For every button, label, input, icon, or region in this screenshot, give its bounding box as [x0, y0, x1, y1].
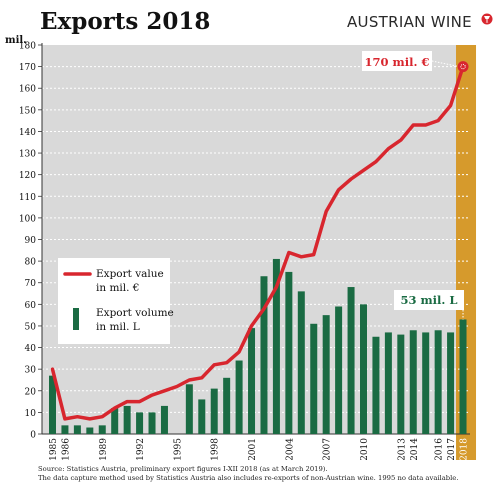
x-tick-label: 1985 — [49, 438, 59, 460]
exports-chart: mil. 0 10 20 30 40 50 60 70 80 90 100 110 120 130 140 15… — [5, 35, 477, 460]
volume-bar — [49, 375, 56, 434]
x-tick-label: 2014 — [410, 438, 420, 460]
x-tick-label: 2001 — [248, 438, 258, 460]
y-tick-label: 50 — [25, 322, 37, 332]
export-value-line — [50, 64, 465, 421]
value-endpoint-marker — [457, 61, 469, 73]
y-tick-label: 150 — [19, 106, 36, 116]
volume-bar — [123, 405, 131, 434]
y-tick-label: 170 — [19, 63, 36, 73]
volume-bar — [111, 408, 119, 434]
volume-bar — [397, 334, 405, 434]
y-tick-label: 140 — [19, 128, 36, 138]
x-tick-label: 1986 — [61, 438, 71, 460]
y-tick-label: 110 — [19, 193, 36, 203]
legend-volume-label: in mil. L — [96, 321, 140, 333]
volume-bar — [372, 336, 380, 434]
x-tick-label: 1992 — [136, 438, 146, 460]
x-tick-label: 2016 — [435, 438, 445, 460]
x-tick-label: 2013 — [397, 438, 407, 460]
wine-glass-icon — [481, 13, 493, 25]
value-annotation-box — [362, 51, 432, 71]
value-endpoint-ring — [460, 63, 466, 70]
x-tick-label: 2010 — [360, 438, 370, 460]
legend-volume-swatch — [73, 308, 79, 330]
x-tick-label: 1995 — [173, 438, 183, 460]
source-note: Source: Statistics Austria, preliminary … — [38, 465, 328, 473]
y-tick-label: 60 — [25, 301, 37, 311]
volume-bar — [335, 306, 343, 434]
volume-bar — [260, 276, 268, 434]
volume-bar — [297, 291, 305, 434]
volume-bar — [322, 315, 330, 434]
y-tick-label: 90 — [25, 236, 37, 246]
y-tick-label: 120 — [19, 171, 36, 181]
volume-bar — [185, 384, 193, 434]
volume-bar — [223, 377, 231, 434]
volume-bar — [61, 425, 69, 434]
y-tick-label: 100 — [19, 214, 36, 224]
brand-logo: AUSTRIAN WINE — [347, 13, 472, 31]
y-tick-label: 20 — [25, 387, 37, 397]
volume-annotation: 53 mil. L — [400, 293, 457, 307]
volume-bar — [459, 319, 467, 434]
y-tick-label: 180 — [19, 42, 36, 52]
volume-bar — [98, 425, 106, 434]
volume-bar — [447, 332, 455, 434]
volume-bar — [409, 330, 417, 434]
volume-bar — [73, 425, 81, 434]
x-tick-label: 2004 — [285, 438, 295, 460]
volume-bar — [198, 399, 206, 434]
volume-bar — [136, 412, 144, 434]
volume-bar — [310, 323, 318, 434]
volume-bar — [86, 427, 94, 434]
chart-title: Exports 2018 — [40, 8, 211, 35]
y-tick-label: 30 — [25, 366, 37, 376]
x-tick-label: 1989 — [99, 438, 109, 460]
volume-bar — [422, 332, 430, 434]
y-tick-label: 0 — [30, 431, 36, 441]
volume-bar — [272, 258, 280, 434]
footnote: Source: Statistics Austria, preliminary … — [38, 465, 493, 483]
x-tick-label: 2018 — [460, 438, 470, 460]
volume-bar — [285, 271, 293, 434]
volume-bar — [148, 412, 156, 434]
y-tick-label: 70 — [25, 279, 37, 289]
legend-value-label: Export value — [96, 268, 164, 280]
y-tick-label: 160 — [19, 85, 36, 95]
legend-volume-label: Export volume — [96, 307, 174, 319]
volume-annotation-box — [394, 290, 464, 310]
x-tick-label: 2007 — [323, 438, 333, 460]
volume-bar — [360, 304, 367, 434]
y-tick-label: 80 — [25, 258, 37, 268]
volume-bar — [347, 287, 355, 434]
legend-value-label: in mil. € — [96, 282, 140, 294]
x-tick-label: 2017 — [447, 438, 457, 460]
volume-bar — [434, 330, 442, 434]
x-tick-label: 1998 — [211, 438, 221, 460]
y-tick-label: 10 — [25, 409, 37, 419]
volume-bar — [160, 405, 168, 434]
y-unit-label: mil. — [5, 35, 27, 46]
method-note: The data capture method used by Statisti… — [38, 474, 459, 482]
volume-bar — [235, 360, 243, 434]
value-annotation: 170 mil. € — [365, 55, 430, 69]
volume-bar — [384, 332, 392, 434]
volume-bar — [248, 328, 256, 434]
y-tick-label: 130 — [19, 150, 36, 160]
y-tick-label: 40 — [25, 344, 37, 354]
volume-bar — [210, 388, 218, 434]
